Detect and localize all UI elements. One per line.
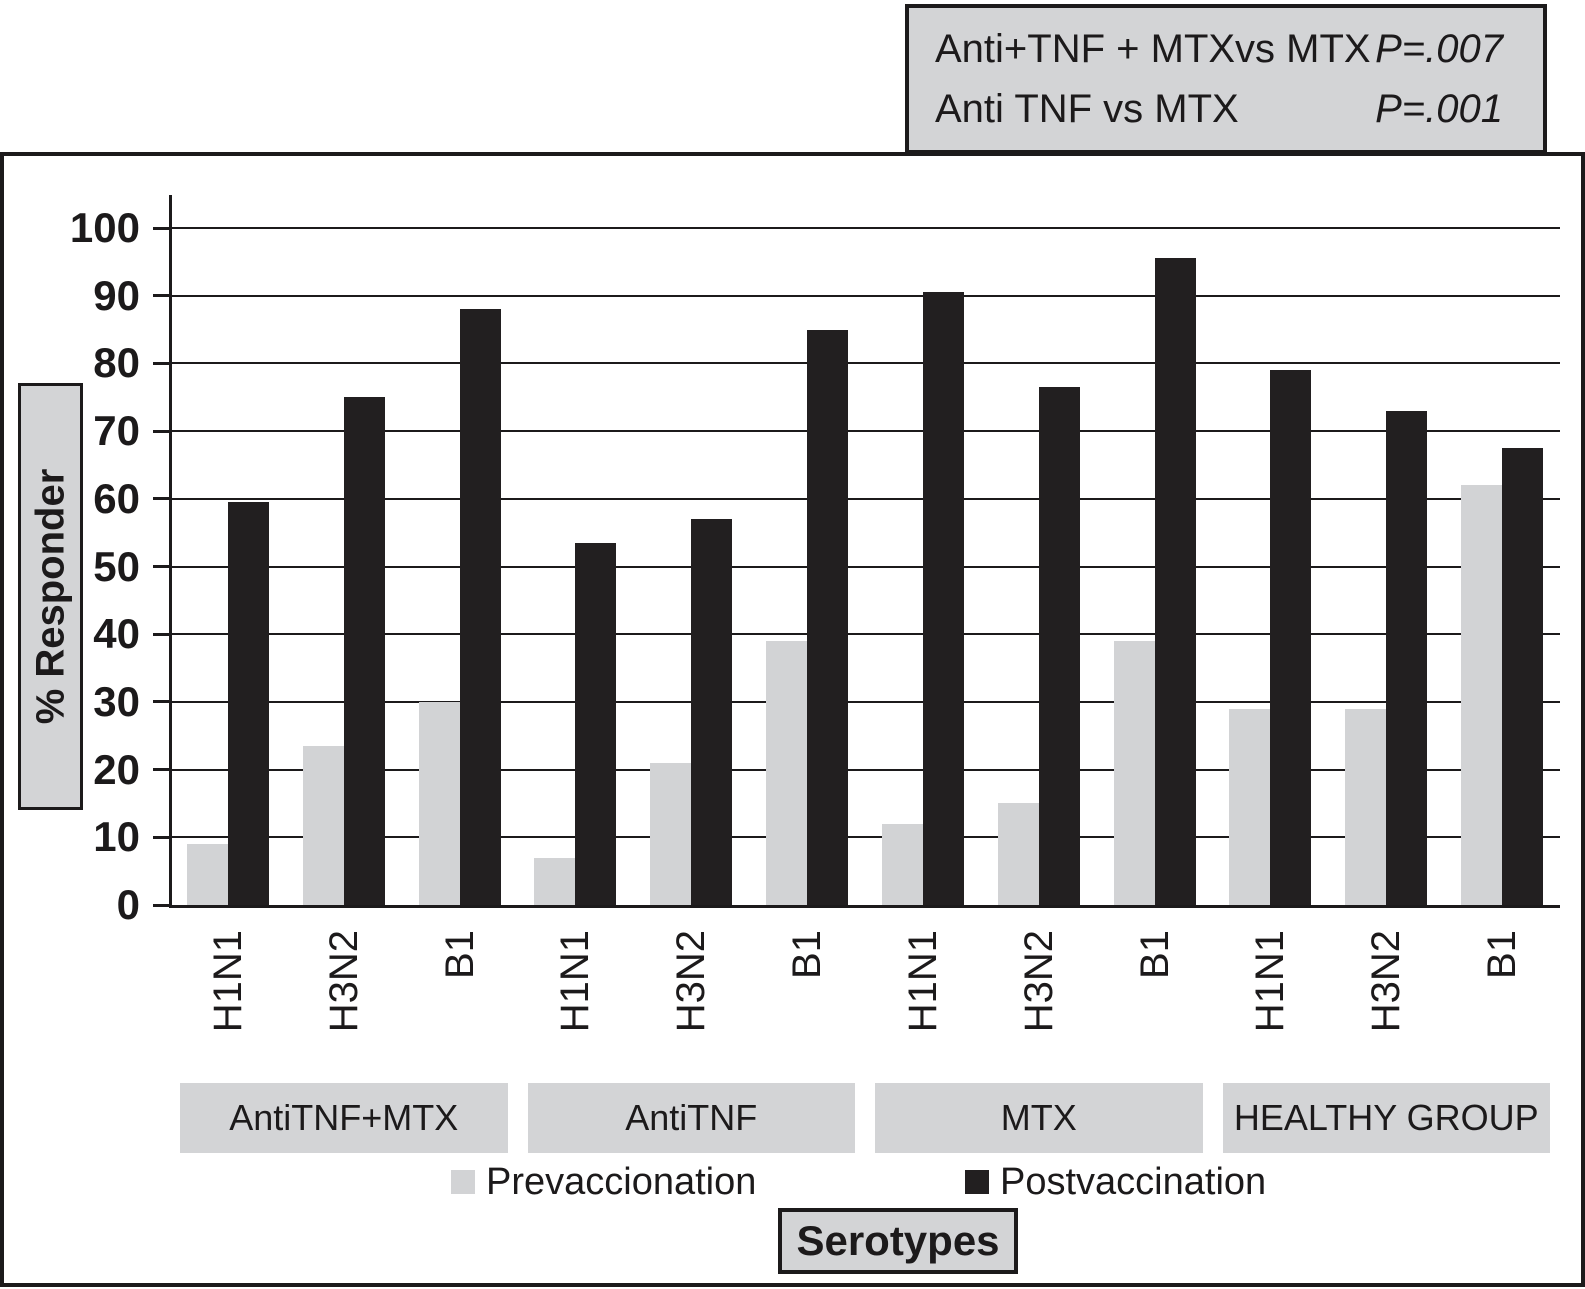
x-category-label: B1	[437, 930, 482, 979]
y-tick-mark	[153, 429, 171, 433]
stats-row: Anti+TNF + MTXvs MTX P=.007	[935, 29, 1503, 69]
prevaccination-swatch-icon	[451, 1170, 475, 1194]
y-tick-label: 10	[93, 813, 140, 861]
y-tick-mark	[153, 294, 171, 298]
group-label-box: AntiTNF	[527, 1083, 855, 1153]
y-tick-mark	[153, 768, 171, 772]
postvaccination-swatch-icon	[965, 1170, 989, 1194]
bar-postvaccination	[1386, 410, 1428, 905]
y-tick-mark	[153, 226, 171, 230]
x-category-label: H3N2	[321, 930, 366, 1033]
stats-row: Anti TNF vs MTX P=.001	[935, 89, 1503, 129]
x-category-label: H3N2	[669, 930, 714, 1033]
x-category-label: H3N2	[1364, 930, 1409, 1033]
stats-box: Anti+TNF + MTXvs MTX P=.007 Anti TNF vs …	[905, 4, 1547, 154]
gridline	[170, 294, 1560, 297]
group-label-box: HEALTHY GROUP	[1222, 1083, 1550, 1153]
gridline	[170, 497, 1560, 500]
bar-postvaccination	[1038, 387, 1080, 905]
y-tick-label: 60	[93, 474, 140, 522]
x-axis-title-box: Serotypes	[778, 1208, 1018, 1274]
bar-prevaccination	[881, 823, 923, 905]
legend-item-prevaccination: Prevaccionation	[451, 1160, 756, 1204]
bar-prevaccination	[766, 640, 808, 905]
gridline	[170, 565, 1560, 568]
bar-postvaccination	[575, 542, 617, 905]
bar-postvaccination	[691, 519, 733, 905]
group-label-box: MTX	[875, 1083, 1203, 1153]
y-tick-label: 70	[93, 407, 140, 455]
bar-prevaccination	[1113, 640, 1155, 905]
x-category-label: B1	[1132, 930, 1177, 979]
x-category-label: B1	[1480, 930, 1525, 979]
y-tick-mark	[153, 835, 171, 839]
bar-prevaccination	[650, 762, 692, 905]
bar-prevaccination	[997, 803, 1039, 905]
y-tick-mark	[153, 361, 171, 365]
gridline	[170, 633, 1560, 636]
legend-item-postvaccination: Postvaccination	[965, 1160, 1266, 1204]
stats-comparison-label: Anti TNF vs MTX	[935, 86, 1239, 131]
bar-postvaccination	[459, 309, 501, 905]
gridline	[170, 430, 1560, 433]
bar-prevaccination	[1461, 485, 1503, 905]
legend-label-prevaccination: Prevaccionation	[486, 1161, 757, 1203]
gridline	[170, 700, 1560, 703]
x-category-label: H3N2	[1016, 930, 1061, 1033]
bar-postvaccination	[227, 502, 269, 905]
y-tick-mark	[153, 565, 171, 568]
y-tick-mark	[153, 497, 171, 501]
y-tick-label: 0	[116, 881, 140, 928]
y-axis-line	[169, 195, 172, 908]
bar-prevaccination	[418, 701, 460, 905]
gridline	[170, 768, 1560, 771]
x-category-label: B1	[785, 930, 830, 979]
y-axis-label: % Responder	[28, 468, 73, 725]
bar-postvaccination	[1502, 448, 1544, 905]
gridline	[170, 362, 1560, 365]
bar-prevaccination	[302, 745, 344, 905]
bar-postvaccination	[343, 397, 385, 905]
bar-prevaccination	[186, 844, 228, 905]
gridline	[170, 836, 1560, 839]
gridline	[170, 227, 1560, 229]
bar-postvaccination	[807, 329, 849, 905]
y-tick-mark	[153, 632, 171, 636]
y-tick-label: 80	[93, 339, 140, 387]
y-tick-mark	[153, 903, 171, 907]
bar-prevaccination	[1229, 708, 1271, 905]
x-category-label: H1N1	[553, 930, 598, 1033]
y-tick-label: 50	[93, 542, 140, 590]
bar-postvaccination	[1270, 370, 1312, 905]
bar-prevaccination	[1345, 708, 1387, 905]
x-category-label: H1N1	[205, 930, 250, 1033]
stats-p-value: P=.007	[1375, 27, 1503, 72]
y-tick-label: 30	[93, 677, 140, 725]
bar-prevaccination	[534, 857, 576, 905]
x-axis-title: Serotypes	[796, 1217, 1000, 1264]
y-tick-label: 40	[93, 610, 140, 658]
y-tick-mark	[153, 700, 171, 704]
y-tick-label: 90	[93, 271, 140, 319]
x-category-label: H1N1	[900, 930, 945, 1033]
group-label-box: AntiTNF+MTX	[180, 1083, 508, 1153]
legend-label-postvaccination: Postvaccination	[1000, 1161, 1267, 1203]
y-tick-label: 100	[69, 204, 140, 251]
stats-comparison-label: Anti+TNF + MTXvs MTX	[935, 27, 1371, 72]
y-tick-label: 20	[93, 745, 140, 793]
stats-p-value: P=.001	[1375, 86, 1503, 131]
x-axis-line	[169, 905, 1560, 908]
x-category-label: H1N1	[1248, 930, 1293, 1033]
bar-postvaccination	[922, 292, 964, 905]
bar-postvaccination	[1154, 258, 1196, 905]
y-axis-label-box: % Responder	[18, 383, 83, 810]
